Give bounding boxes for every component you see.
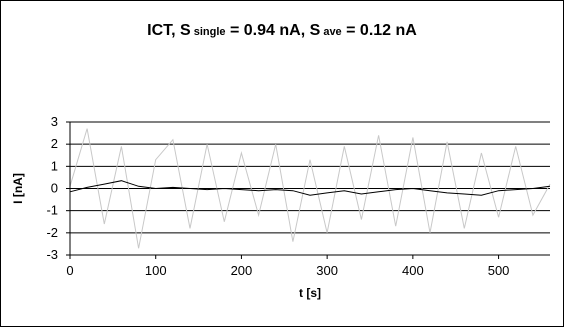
x-tick-label: 0 bbox=[66, 263, 73, 278]
title-s1: S bbox=[180, 22, 191, 39]
title-mid2: = 0.12 nA bbox=[341, 22, 417, 39]
x-tick-label: 100 bbox=[145, 263, 167, 278]
series-ave-line bbox=[69, 180, 551, 196]
x-tick-label: 200 bbox=[231, 263, 253, 278]
y-tick-label: 3 bbox=[51, 114, 58, 129]
title-prefix: ICT, bbox=[147, 22, 181, 39]
y-tick-label: 0 bbox=[51, 181, 58, 196]
title-sub-ave: ave bbox=[320, 26, 342, 38]
series-single-line bbox=[69, 128, 551, 249]
y-tick-label: -1 bbox=[46, 203, 58, 218]
title-s2: S bbox=[309, 22, 321, 39]
x-tick-label: 500 bbox=[488, 263, 510, 278]
y-tick-label: 1 bbox=[51, 158, 58, 173]
x-tick-label: 400 bbox=[402, 263, 424, 278]
x-tick-label: 300 bbox=[316, 263, 338, 278]
title-mid1: = 0.94 nA, bbox=[225, 22, 310, 39]
title-sub-single: single bbox=[190, 26, 226, 38]
y-tick-label: -2 bbox=[46, 225, 58, 240]
y-tick-label: 2 bbox=[51, 136, 58, 151]
x-axis-label: t [s] bbox=[299, 286, 321, 300]
y-axis-label: I [nA] bbox=[11, 173, 25, 204]
chart-title: ICT, S single = 0.94 nA, S ave = 0.12 nA bbox=[0, 22, 564, 40]
y-tick-label: -3 bbox=[46, 247, 58, 262]
